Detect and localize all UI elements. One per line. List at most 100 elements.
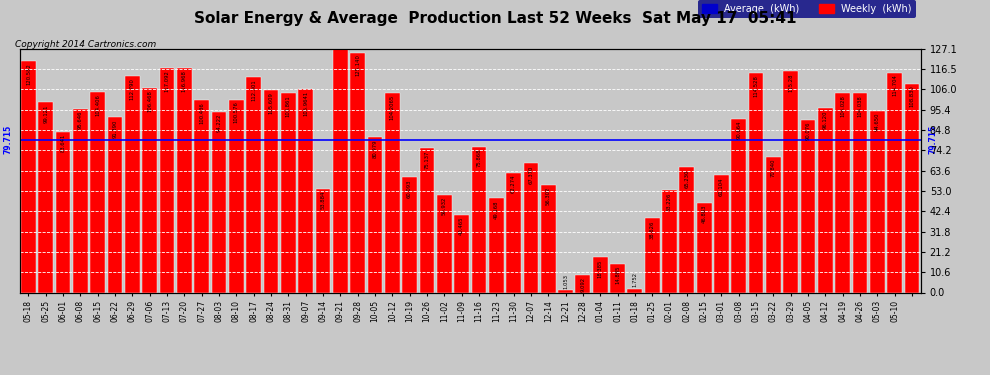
Bar	[402, 177, 417, 292]
Bar	[801, 120, 816, 292]
Text: 94.650: 94.650	[875, 113, 880, 131]
Bar	[125, 76, 140, 292]
Text: 75.868: 75.868	[476, 149, 481, 167]
Bar	[143, 88, 157, 292]
Legend: Average  (kWh), Weekly  (kWh): Average (kWh), Weekly (kWh)	[698, 0, 916, 18]
Bar	[506, 173, 521, 292]
Bar	[593, 257, 608, 292]
Text: 95.646: 95.646	[78, 111, 83, 129]
Text: 91.390: 91.390	[113, 119, 118, 138]
Bar	[316, 189, 331, 292]
Bar	[628, 289, 643, 292]
Text: 14.885: 14.885	[615, 266, 620, 284]
Bar	[385, 93, 400, 292]
Text: 1.752: 1.752	[633, 272, 638, 287]
Bar	[610, 264, 625, 292]
Text: 106.468: 106.468	[148, 90, 152, 112]
Bar	[644, 218, 659, 292]
Bar	[333, 0, 347, 292]
Text: 104.406: 104.406	[95, 94, 100, 116]
Text: Copyright 2014 Cartronics.com: Copyright 2014 Cartronics.com	[15, 40, 156, 49]
Text: 40.465: 40.465	[459, 217, 464, 236]
Bar	[437, 195, 451, 292]
Bar	[73, 109, 88, 292]
Bar	[471, 147, 486, 292]
Bar	[194, 100, 209, 292]
Bar	[697, 202, 712, 292]
Bar	[714, 176, 729, 292]
Bar	[818, 108, 833, 292]
Bar	[852, 93, 867, 292]
Text: 67.370: 67.370	[529, 165, 534, 184]
Bar	[367, 137, 382, 292]
Text: 90.076: 90.076	[806, 122, 811, 140]
Bar	[90, 92, 105, 292]
Bar	[159, 68, 174, 292]
Text: Solar Energy & Average  Production Last 52 Weeks  Sat May 17  05:41: Solar Energy & Average Production Last 5…	[194, 11, 796, 26]
Text: 62.274: 62.274	[511, 175, 516, 194]
Bar	[454, 215, 469, 292]
Bar	[21, 61, 36, 292]
Text: 83.641: 83.641	[60, 134, 65, 152]
Bar	[229, 100, 244, 292]
Text: 38.626: 38.626	[649, 220, 654, 239]
Text: 65.230: 65.230	[684, 170, 689, 188]
Text: 108.830: 108.830	[910, 86, 915, 108]
Text: 116.968: 116.968	[182, 70, 187, 92]
Bar	[524, 163, 539, 292]
Text: 104.028: 104.028	[841, 95, 845, 117]
Bar	[489, 198, 504, 292]
Text: 1.053: 1.053	[563, 274, 568, 289]
Text: 103.861: 103.861	[286, 95, 291, 117]
Bar	[783, 71, 798, 292]
Text: 53.884: 53.884	[321, 191, 326, 210]
Text: 114.704: 114.704	[892, 75, 897, 96]
Text: 61.104: 61.104	[719, 177, 724, 196]
Bar	[662, 190, 677, 292]
Text: 120.582: 120.582	[26, 63, 31, 85]
Text: 96.120: 96.120	[823, 110, 828, 129]
Text: 56.302: 56.302	[545, 186, 550, 205]
Bar	[679, 167, 694, 292]
Bar	[39, 102, 53, 292]
Bar	[558, 291, 573, 292]
Text: 125.140: 125.140	[355, 54, 360, 76]
Text: 114.528: 114.528	[753, 75, 758, 97]
Bar	[887, 72, 902, 292]
Bar	[766, 157, 781, 292]
Text: 100.576: 100.576	[234, 102, 239, 123]
Bar	[541, 184, 555, 292]
Bar	[732, 118, 746, 292]
Text: 104.2065: 104.2065	[390, 94, 395, 120]
Bar	[263, 90, 278, 292]
Bar	[212, 112, 227, 292]
Text: 80.979: 80.979	[372, 139, 377, 158]
Bar	[836, 93, 850, 292]
Text: 104.038: 104.038	[857, 95, 862, 117]
Text: 49.168: 49.168	[494, 200, 499, 219]
Bar	[108, 117, 123, 292]
Text: 112.301: 112.301	[251, 79, 256, 101]
Text: 46.883: 46.883	[702, 204, 707, 223]
Bar	[177, 68, 192, 292]
Text: 79.715: 79.715	[929, 125, 938, 154]
Text: 112.790: 112.790	[130, 78, 135, 100]
Bar	[575, 275, 590, 292]
Text: 115.28: 115.28	[788, 74, 793, 92]
Text: 60.093: 60.093	[407, 179, 412, 198]
Text: 117.092: 117.092	[164, 70, 169, 92]
Text: 105.9641: 105.9641	[303, 91, 308, 117]
Bar	[748, 73, 763, 292]
Bar	[350, 53, 365, 292]
Text: 100.436: 100.436	[199, 102, 204, 123]
Text: 75.137: 75.137	[425, 150, 430, 169]
Text: 70.840: 70.840	[771, 159, 776, 177]
Bar	[420, 148, 435, 292]
Bar	[247, 77, 261, 292]
Bar	[870, 111, 885, 292]
Text: 105.609: 105.609	[268, 92, 273, 114]
Text: 94.222: 94.222	[217, 114, 222, 132]
Bar	[55, 132, 70, 292]
Text: 79.715: 79.715	[3, 125, 12, 154]
Text: 90.664: 90.664	[737, 120, 742, 139]
